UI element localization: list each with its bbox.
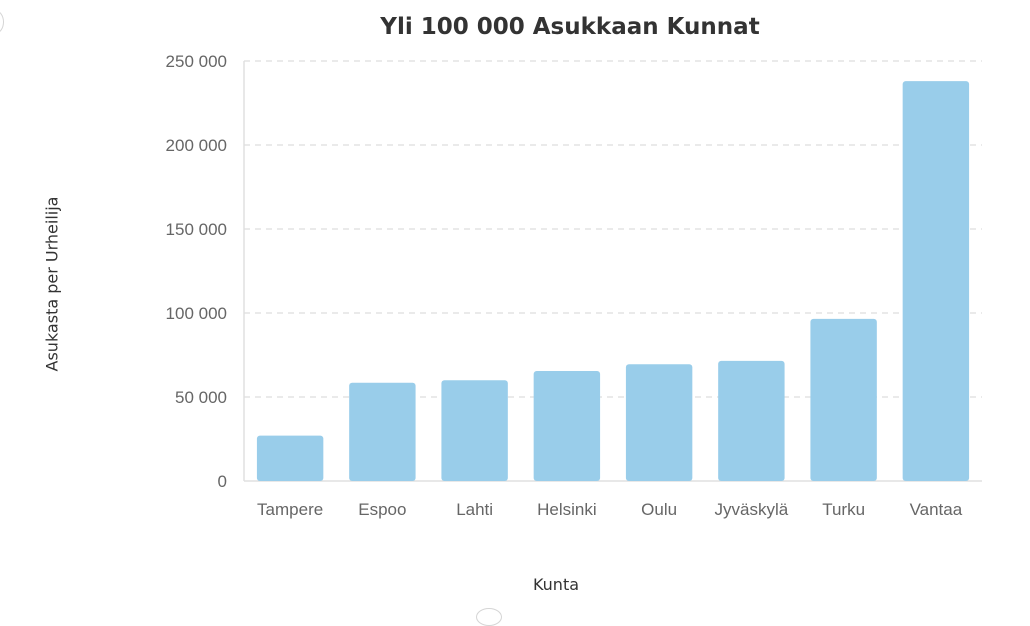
x-tick-label: Espoo: [358, 500, 406, 519]
x-tick-label: Jyväskylä: [715, 500, 789, 519]
bar-helsinki: [533, 370, 601, 481]
x-tick-label: Helsinki: [537, 500, 597, 519]
bar-turku: [810, 318, 877, 481]
bar-vantaa: [902, 81, 970, 481]
x-axis-title: Kunta: [532, 575, 580, 594]
y-tick-label: 250 000: [166, 52, 227, 71]
bar-jyväskylä: [718, 360, 785, 481]
decorative-bottom-mark: [476, 608, 502, 626]
x-tick-label: Turku: [822, 500, 865, 519]
bar-oulu: [625, 364, 693, 481]
x-tick-label: Lahti: [456, 500, 493, 519]
x-tick-label: Oulu: [641, 500, 677, 519]
y-tick-label: 0: [218, 472, 227, 491]
bar-espoo: [349, 382, 416, 481]
x-tick-label: Tampere: [257, 500, 323, 519]
y-tick-label: 200 000: [166, 136, 227, 155]
y-tick-label: 150 000: [166, 220, 227, 239]
y-tick-label: 50 000: [175, 388, 227, 407]
x-tick-label: Vantaa: [910, 500, 963, 519]
bar-lahti: [441, 380, 508, 481]
y-tick-label: 100 000: [166, 304, 227, 323]
bar-tampere: [256, 435, 324, 481]
chart-title: Yli 100 000 Asukkaan Kunnat: [380, 14, 760, 40]
